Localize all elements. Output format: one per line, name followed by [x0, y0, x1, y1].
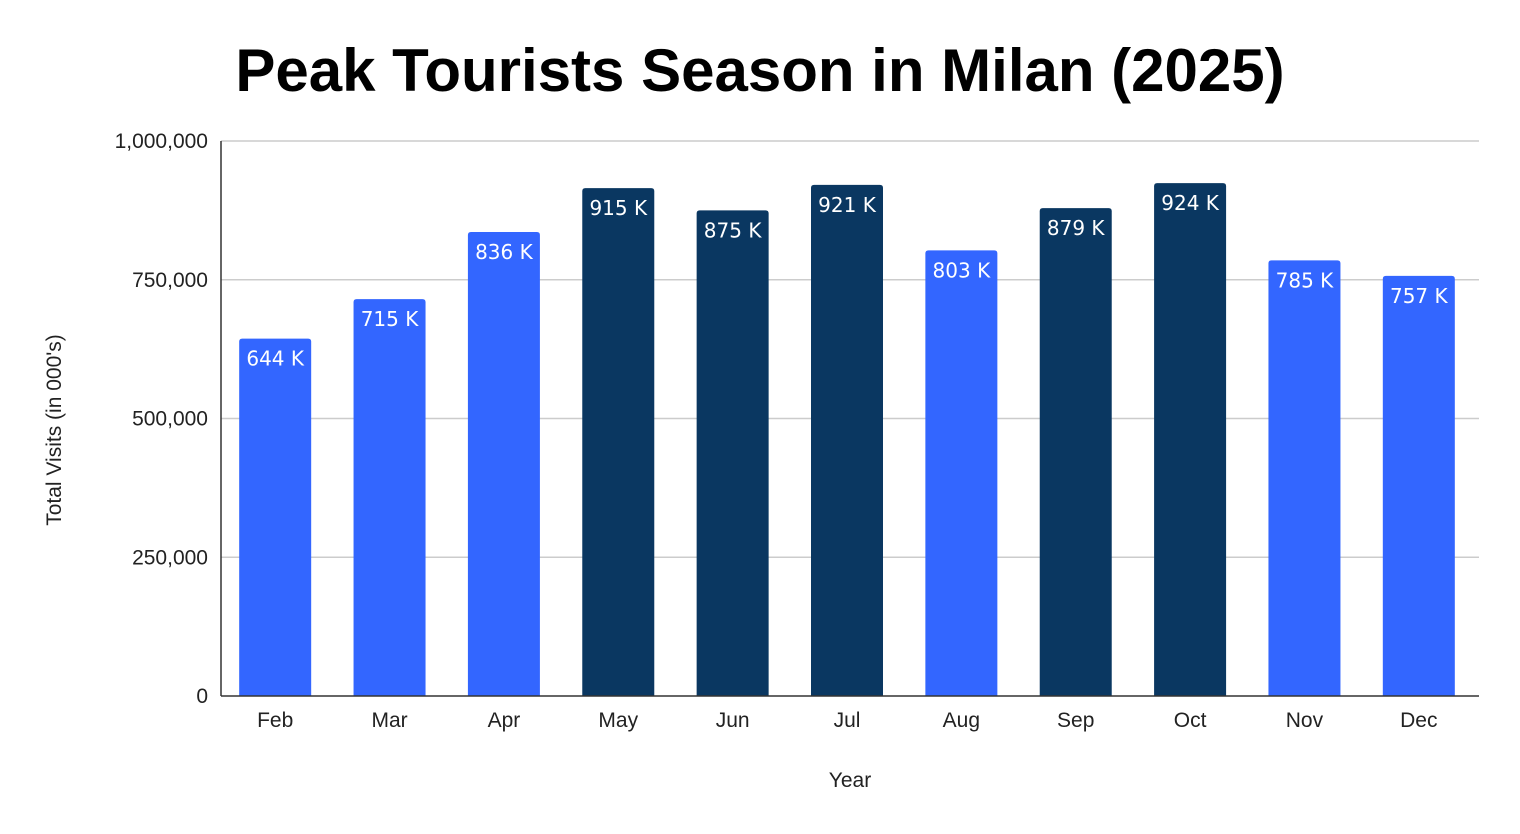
bar-apr — [467, 232, 540, 696]
x-tick-label: Feb — [257, 709, 293, 732]
chart-title: Peak Tourists Season in Milan (2025) — [235, 37, 1285, 104]
y-tick-label: 500,000 — [132, 408, 208, 431]
data-label: 915 K — [589, 196, 648, 220]
bar-feb — [239, 338, 312, 696]
data-label: 803 K — [933, 258, 992, 282]
y-tick-label: 0 — [196, 685, 208, 708]
bar-mar — [353, 299, 426, 696]
axes: 0 250,000 500,000 750,000 1,000,000 Feb Mar Apr… — [115, 130, 1479, 732]
y-tick-label: 750,000 — [132, 269, 208, 292]
data-label: 924 K — [1161, 191, 1220, 215]
x-tick-label: Apr — [488, 709, 521, 732]
bar-dec — [1382, 275, 1455, 696]
x-tick-label: Oct — [1174, 709, 1207, 732]
data-label: 715 K — [361, 307, 420, 331]
data-label: 875 K — [704, 218, 763, 242]
y-tick-label: 1,000,000 — [115, 130, 208, 153]
data-label: 757 K — [1390, 284, 1449, 308]
bars: 644 K 715 K 836 K 915 K 875 K 921 K 803 K 879 K… — [239, 183, 1455, 697]
bar-may — [582, 188, 655, 697]
data-label: 879 K — [1047, 216, 1106, 240]
x-tick-label: Jul — [834, 709, 861, 732]
bar-oct — [1154, 183, 1227, 696]
y-tick-label: 250,000 — [132, 546, 208, 569]
bar-nov — [1268, 260, 1341, 696]
x-tick-label: Dec — [1400, 709, 1437, 732]
data-label: 921 K — [818, 193, 877, 217]
y-axis-title: Total Visits (in 000's) — [43, 334, 66, 526]
bar-sep — [1039, 208, 1112, 696]
data-label: 836 K — [475, 240, 534, 264]
bar-jul — [811, 184, 883, 696]
x-tick-label: Nov — [1286, 709, 1324, 732]
x-tick-label: May — [598, 709, 638, 732]
x-axis-title: Year — [829, 769, 871, 792]
bar-aug — [925, 250, 998, 696]
x-tick-label: Sep — [1057, 709, 1094, 732]
x-tick-label: Jun — [716, 709, 750, 732]
data-label: 644 K — [246, 347, 305, 371]
x-tick-label: Aug — [943, 709, 980, 732]
data-label: 785 K — [1276, 268, 1335, 292]
x-tick-label: Mar — [371, 709, 407, 732]
bar-jun — [696, 210, 769, 696]
